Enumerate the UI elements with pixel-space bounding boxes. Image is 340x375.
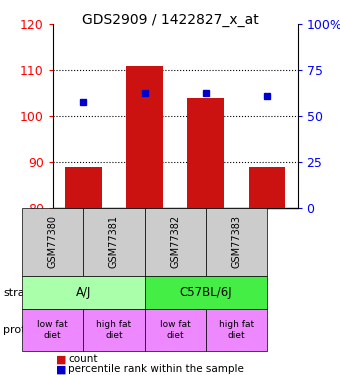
Text: low fat
diet: low fat diet: [37, 320, 68, 340]
Bar: [65, 167, 102, 208]
Text: ■: ■: [56, 364, 67, 374]
Text: percentile rank within the sample: percentile rank within the sample: [68, 364, 244, 374]
Text: GSM77380: GSM77380: [48, 215, 58, 268]
Bar: [249, 167, 285, 208]
Bar: [126, 66, 163, 208]
Text: low fat
diet: low fat diet: [160, 320, 190, 340]
Bar: [187, 98, 224, 208]
Text: high fat
diet: high fat diet: [96, 320, 132, 340]
Text: GSM77383: GSM77383: [231, 215, 241, 268]
Text: ■: ■: [56, 354, 67, 364]
Text: GSM77381: GSM77381: [109, 215, 119, 268]
Text: GSM77382: GSM77382: [170, 215, 180, 268]
Text: GDS2909 / 1422827_x_at: GDS2909 / 1422827_x_at: [82, 13, 258, 27]
Text: ▶: ▶: [29, 286, 39, 299]
Text: high fat
diet: high fat diet: [219, 320, 254, 340]
Text: count: count: [68, 354, 98, 364]
Text: ▶: ▶: [29, 324, 39, 336]
Text: strain: strain: [3, 288, 35, 297]
Text: protocol: protocol: [3, 325, 49, 335]
Text: C57BL/6J: C57BL/6J: [180, 286, 232, 299]
Text: A/J: A/J: [75, 286, 91, 299]
